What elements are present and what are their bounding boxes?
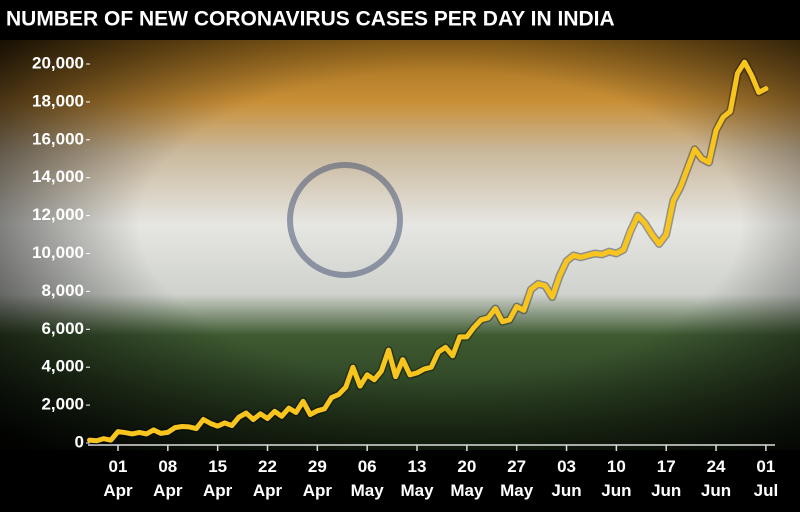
y-tick-label: 16,000 [32,129,84,148]
y-tick-label: 8,000 [41,281,84,300]
x-tick-label: 22 Apr [252,457,283,500]
x-tick-label: 01 Apr [103,457,133,500]
x-tick-label: 17 Jun [651,457,682,500]
x-tick-label: 10 Jun [601,457,632,500]
y-tick-label: 2,000 [41,395,84,414]
x-tick-label: 15 Apr [203,457,233,500]
y-tick-label: 10,000 [32,243,84,262]
y-tick-label: 4,000 [41,357,84,376]
x-tick-label: 29 Apr [302,457,332,500]
x-tick-label: 06 May [350,457,384,500]
y-tick-label: 18,000 [32,91,84,110]
x-tick-label: 27 May [500,457,534,500]
chart-title: NUMBER OF NEW CORONAVIRUS CASES PER DAY … [6,8,615,31]
x-tick-label: 20 May [450,457,484,500]
y-tick-label: 14,000 [32,167,84,186]
x-tick-label: 08 Apr [153,457,183,500]
y-tick-label: 6,000 [41,319,84,338]
x-tick-label: 24 Jun [700,457,732,500]
y-tick-label: 0 [75,432,84,451]
y-tick-label: 20,000 [32,53,84,72]
wheel [287,162,403,278]
y-tick-label: 12,000 [32,205,84,224]
vignette [0,40,800,450]
x-tick-label: 03 Jun [551,457,582,500]
x-tick-label: 01 Jul [753,457,779,500]
x-tick-label: 13 May [400,457,434,500]
series-line [87,59,769,444]
